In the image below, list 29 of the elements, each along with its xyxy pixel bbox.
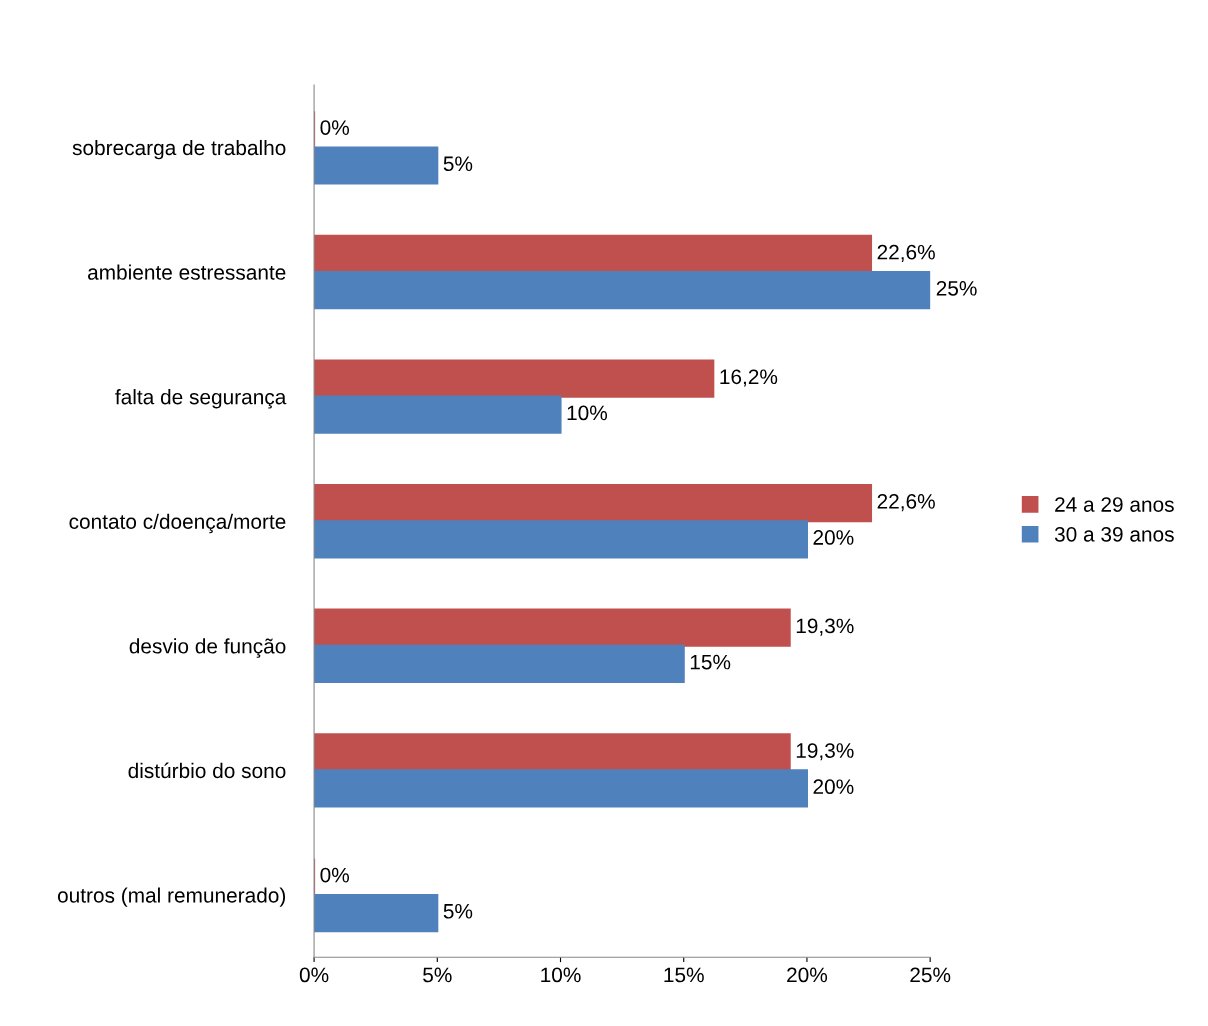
y-tick-label: contato c/doença/morte	[69, 513, 286, 534]
x-tick-label: 20%	[787, 967, 828, 983]
data-label: 19,3%	[796, 618, 854, 636]
data-label: 20%	[813, 779, 854, 795]
data-label: 15%	[690, 654, 731, 670]
y-tick-label: distúrbio do sono	[128, 762, 286, 779]
legend-label: 30 a 39 anos	[1054, 526, 1174, 542]
data-label: 16,2%	[720, 369, 778, 387]
y-tick-label: sobrecarga de trabalho	[72, 139, 286, 160]
data-label: 0%	[320, 120, 350, 135]
data-label: 20%	[813, 530, 854, 545]
x-tick-label: 25%	[910, 967, 951, 983]
x-tick-label: 10%	[541, 967, 581, 983]
data-label: 25%	[936, 280, 977, 296]
data-label: 5%	[443, 156, 473, 172]
data-label: 10%	[567, 405, 608, 421]
y-tick-label: outros (mal remunerado)	[57, 887, 286, 907]
y-tick-label: falta de segurança	[115, 389, 287, 409]
data-label: 22,6%	[877, 244, 935, 263]
data-label: 19,3%	[796, 743, 854, 761]
data-label: 22,6%	[877, 493, 935, 512]
data-label: 5%	[443, 903, 473, 919]
y-tick-label: ambiente estressante	[88, 264, 286, 280]
x-tick-label: 15%	[664, 967, 704, 983]
x-tick-label: 0%	[299, 967, 329, 983]
y-tick-label: desvio de função	[129, 638, 286, 658]
data-label: 0%	[320, 867, 350, 883]
legend-label: 24 a 29 anos	[1055, 497, 1174, 512]
x-tick-label: 5%	[423, 967, 452, 983]
